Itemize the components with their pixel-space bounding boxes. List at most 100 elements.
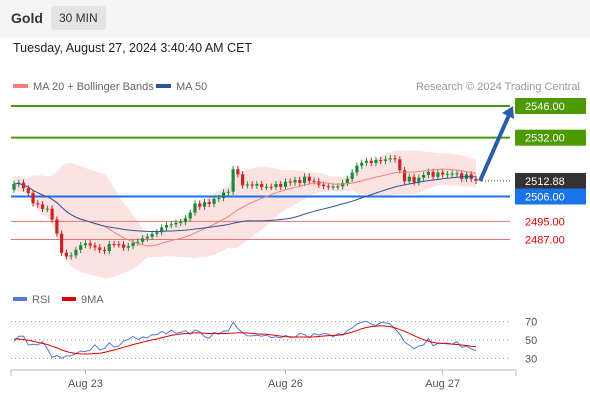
candle-body [145,236,149,239]
candle-body [40,204,45,209]
x-tick-label: Aug 27 [425,378,460,390]
candle-body [336,186,340,188]
target-label: 2487.00 [525,234,565,246]
candle-body [198,203,202,207]
ma50-line [13,176,477,232]
resistance-tag [515,129,586,146]
rsi-tick-label: 70 [525,317,537,329]
resistance-label: 2546.00 [525,101,565,113]
candle-body [341,182,345,187]
candle-body [202,202,207,207]
timestamp: Tuesday, August 27, 2024 3:40:40 AM CET [13,41,253,55]
candle-body [283,181,288,187]
bollinger-band [14,150,476,279]
candle-body [474,178,478,181]
candle-body [445,174,450,176]
candle-body [45,208,49,210]
candle-body [183,218,188,222]
candle-body [431,171,435,177]
candle-body [460,173,464,179]
ma20-legend-swatch [13,84,28,88]
rsi-legend: RSI 9MA [13,294,104,306]
candle-body [126,246,130,248]
candle-body [288,181,292,183]
support-label: 2506.00 [525,192,565,204]
rsi-tick-label: 50 [525,335,537,347]
candle-body [293,179,297,183]
candle-body [102,249,107,252]
candle-body [279,184,283,187]
ma50-legend-swatch [156,84,171,88]
candle-body [55,219,59,234]
candle-body [264,186,269,188]
candle-body [450,173,454,175]
candle-body [298,179,302,183]
candle-body [107,244,111,252]
candle-body [188,212,192,219]
candle-body [241,174,245,186]
ma50-legend-label: MA 50 [176,81,207,93]
candle-body [312,180,316,182]
candle-body [398,159,402,171]
candle-body [98,247,102,250]
candle-body [140,238,145,242]
candle-body [355,165,359,173]
candle-body [93,245,97,248]
candle-body [360,162,364,166]
candle-body [79,245,83,250]
candle-body [274,184,278,187]
rsi-line [13,320,477,359]
candle-body [160,227,164,233]
candle-body [402,170,407,182]
candle-body [217,198,221,200]
candle-body [231,169,235,192]
candle-body [207,202,211,204]
candle-body [174,222,178,225]
forecast-arrow-head [502,106,514,119]
credit-text: Research © 2024 Trading Central [416,81,580,93]
candle-body [369,160,373,164]
candle-body [412,176,416,183]
candle-body [12,184,16,190]
ma20-legend-label: MA 20 + Bollinger Bands [33,81,154,93]
candle-body [169,224,173,226]
rsi-panel: 70 50 30 [11,317,537,366]
candle-body [255,184,259,186]
candle-body [226,191,230,193]
timeframe-badge[interactable]: 30 MIN [51,6,106,30]
candle-body [383,159,388,161]
candle-body [374,160,378,164]
candle-body [193,203,197,213]
x-tick-label: Aug 23 [68,378,103,390]
candle-body [393,158,397,160]
candle-body [64,252,68,257]
candle-body [131,242,135,247]
x-tick-label: Aug 26 [268,378,303,390]
candle-body [302,176,307,183]
candle-body [155,232,159,234]
symbol-title: Gold [11,10,43,26]
candle-body [221,192,226,199]
candle-body [31,193,35,204]
candle-body [179,221,183,223]
resistance-tag [515,98,586,114]
candle-body [417,177,421,183]
rsi-ma-line [13,325,477,355]
candle-body [379,160,383,162]
candle-body [112,244,116,246]
candle-body [83,243,88,246]
candle-body [441,172,445,175]
support-tag [515,188,586,205]
resistance-label: 2532.00 [525,133,565,145]
target-label: 2495.00 [525,216,565,228]
price-panel: 2546.00 2532.00 2512.88 2506.00 2495.00 2487.… [11,98,586,279]
candle-body [422,175,426,178]
candle-body [364,160,369,163]
candle-body [245,184,249,186]
candle-body [136,241,140,243]
candle-body [326,186,330,188]
candle-body [388,158,392,160]
candle-body [88,243,92,246]
candle-body [117,244,121,246]
